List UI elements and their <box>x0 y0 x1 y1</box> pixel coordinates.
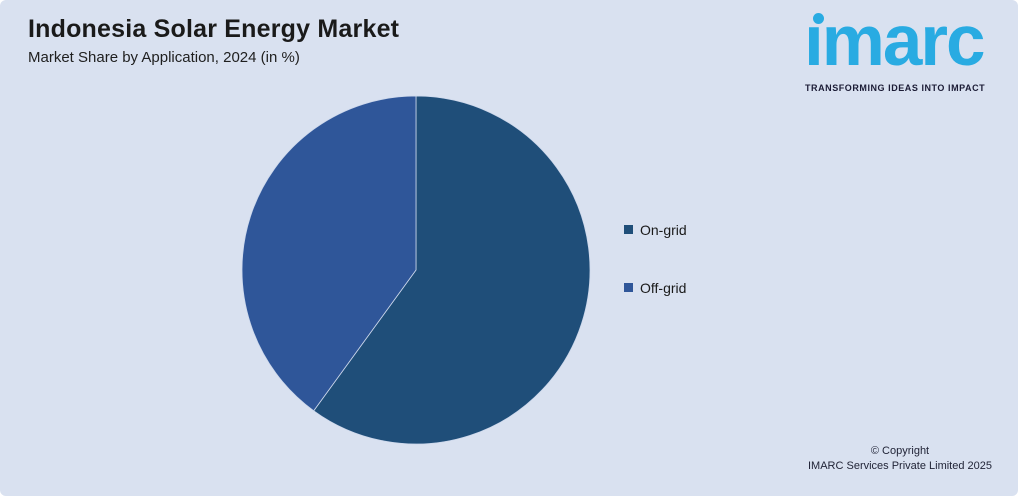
copyright-notice: © Copyright IMARC Services Private Limit… <box>800 444 1000 474</box>
imarc-logo: ımarc TRANSFORMING IDEAS INTO IMPACT <box>804 2 1004 98</box>
pie-slice-off-grid <box>241 95 417 412</box>
legend-item-on-grid: On-grid <box>624 221 687 238</box>
chart-header: Indonesia Solar Energy Market Market Sha… <box>28 14 399 66</box>
legend-swatch-on-grid-icon <box>624 225 633 234</box>
page-title: Indonesia Solar Energy Market <box>28 15 400 43</box>
pie-chart-area <box>241 95 591 445</box>
pie-chart <box>241 95 591 445</box>
imarc-logo-tagline: TRANSFORMING IDEAS INTO IMPACT <box>805 83 986 93</box>
imarc-logo-wordmark: ımarc <box>804 2 985 81</box>
legend-swatch-off-grid-icon <box>624 283 633 292</box>
pie-slice-on-grid <box>313 95 591 445</box>
chart-legend: On-grid Off-grid <box>624 221 687 337</box>
imarc-logo-dot-icon <box>813 13 824 24</box>
legend-label-off-grid: Off-grid <box>640 279 687 296</box>
legend-label-on-grid: On-grid <box>640 221 687 238</box>
copyright-line-2: IMARC Services Private Limited 2025 <box>807 460 992 472</box>
legend-item-off-grid: Off-grid <box>624 279 687 296</box>
page-subtitle: Market Share by Application, 2024 (in %) <box>28 49 300 66</box>
copyright-line-1: © Copyright <box>870 445 930 457</box>
